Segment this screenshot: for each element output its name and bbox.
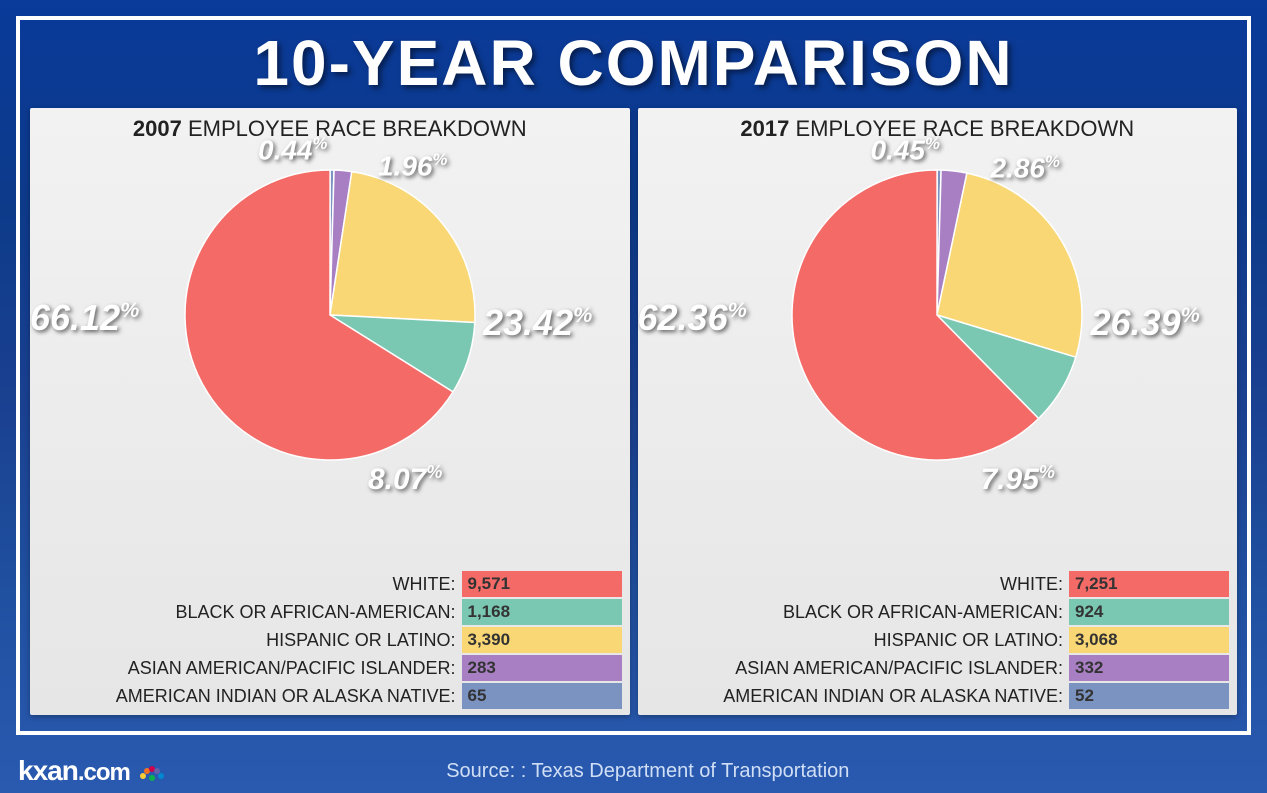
root: 10-YEAR COMPARISON 2007 EMPLOYEE RACE BR… — [0, 0, 1267, 793]
legend-row: BLACK OR AFRICAN-AMERICAN:1,168 — [38, 599, 622, 625]
source-text: Source: : Texas Department of Transporta… — [167, 760, 1129, 783]
legend-row: ASIAN AMERICAN/PACIFIC ISLANDER:283 — [38, 655, 622, 681]
panel-year: 2017 — [740, 116, 789, 141]
chart-wrap: 66.12%8.07%23.42%1.96%0.44% — [38, 142, 622, 502]
pct-label: 7.95% — [981, 462, 1055, 497]
legend-value: 924 — [1069, 599, 1229, 625]
pct-label: 66.12% — [30, 297, 139, 339]
footer: kxan.com Source: : Texas Department of T… — [18, 755, 1249, 787]
legend-label: AMERICAN INDIAN OR ALASKA NATIVE: — [116, 683, 462, 709]
legend-label: BLACK OR AFRICAN-AMERICAN: — [783, 599, 1069, 625]
pct-label: 0.44% — [258, 134, 327, 166]
pct-label: 23.42% — [483, 302, 592, 344]
panel-year: 2007 — [133, 116, 182, 141]
legend-label: WHITE: — [393, 571, 462, 597]
panel-title: 2007 EMPLOYEE RACE BREAKDOWN — [38, 116, 622, 142]
legend-label: HISPANIC OR LATINO: — [874, 627, 1069, 653]
legend-value: 3,390 — [462, 627, 622, 653]
legend-label: ASIAN AMERICAN/PACIFIC ISLANDER: — [128, 655, 462, 681]
panel-subtitle: EMPLOYEE RACE BREAKDOWN — [795, 116, 1134, 141]
legend-value: 1,168 — [462, 599, 622, 625]
legend-label: BLACK OR AFRICAN-AMERICAN: — [175, 599, 461, 625]
legend-row: WHITE:9,571 — [38, 571, 622, 597]
panel-subtitle: EMPLOYEE RACE BREAKDOWN — [188, 116, 527, 141]
legend: WHITE:7,251BLACK OR AFRICAN-AMERICAN:924… — [646, 569, 1230, 709]
pct-label: 1.96% — [378, 150, 447, 182]
legend-row: BLACK OR AFRICAN-AMERICAN:924 — [646, 599, 1230, 625]
legend-row: HISPANIC OR LATINO:3,390 — [38, 627, 622, 653]
brand-dot: .com — [78, 759, 130, 786]
main-title: 10-YEAR COMPARISON — [20, 26, 1247, 100]
panel-2017: 2017 EMPLOYEE RACE BREAKDOWN 62.36% 7.95% 2… — [638, 108, 1238, 715]
brand-logo: kxan.com — [18, 755, 167, 787]
legend-label: AMERICAN INDIAN OR ALASKA NATIVE: — [723, 683, 1069, 709]
frame: 10-YEAR COMPARISON 2007 EMPLOYEE RACE BR… — [16, 16, 1251, 735]
pct-label: 0.45% — [871, 134, 940, 166]
pct-label: 8.07% — [368, 462, 442, 497]
legend-row: AMERICAN INDIAN OR ALASKA NATIVE:65 — [38, 683, 622, 709]
legend-value: 52 — [1069, 683, 1229, 709]
pct-label: 26.39% — [1091, 302, 1200, 344]
legend-value: 3,068 — [1069, 627, 1229, 653]
legend-row: AMERICAN INDIAN OR ALASKA NATIVE:52 — [646, 683, 1230, 709]
legend-value: 7,251 — [1069, 571, 1229, 597]
legend-label: ASIAN AMERICAN/PACIFIC ISLANDER: — [735, 655, 1069, 681]
legend-value: 65 — [462, 683, 622, 709]
panels-container: 2007 EMPLOYEE RACE BREAKDOWN 66.12% 8.07% 2… — [20, 100, 1247, 725]
chart-wrap: 62.36%7.95%26.39%2.86%0.45% — [646, 142, 1230, 502]
pie-chart — [777, 155, 1097, 475]
legend-value: 9,571 — [462, 571, 622, 597]
panel-2007: 2007 EMPLOYEE RACE BREAKDOWN 66.12% 8.07% 2… — [30, 108, 630, 715]
legend-value: 283 — [462, 655, 622, 681]
legend-row: HISPANIC OR LATINO:3,068 — [646, 627, 1230, 653]
brand-text: kxan — [18, 755, 78, 786]
legend-label: WHITE: — [1000, 571, 1069, 597]
pct-label: 2.86% — [991, 152, 1060, 184]
legend-row: WHITE:7,251 — [646, 571, 1230, 597]
pie-chart — [170, 155, 490, 475]
pct-label: 62.36% — [638, 297, 747, 339]
legend-label: HISPANIC OR LATINO: — [266, 627, 461, 653]
legend-row: ASIAN AMERICAN/PACIFIC ISLANDER:332 — [646, 655, 1230, 681]
nbc-peacock-icon — [137, 764, 167, 782]
legend-value: 332 — [1069, 655, 1229, 681]
legend: WHITE:9,571BLACK OR AFRICAN-AMERICAN:1,1… — [38, 569, 622, 709]
